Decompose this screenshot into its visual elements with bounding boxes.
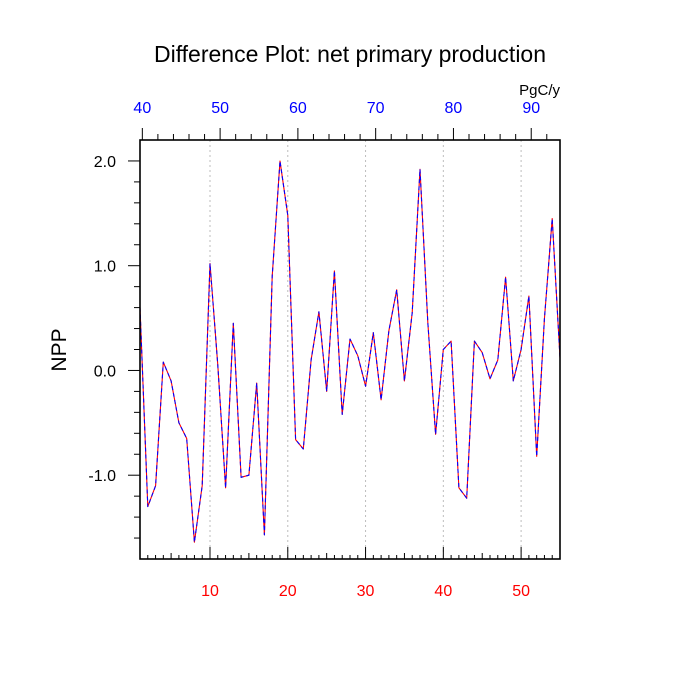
bottom-tick-label: 30	[357, 583, 375, 600]
bottom-tick-label: 50	[512, 583, 530, 600]
top-axis-units-label: PgC/y	[519, 82, 560, 99]
y-tick-label: -1.0	[88, 468, 116, 485]
top-tick-label: 50	[211, 100, 229, 117]
label-layer: 10 20 30 40 50 40 50 60 70 80 90 -1.0 0.0 1.0 2.0	[88, 100, 540, 600]
bottom-tick-label: 10	[201, 583, 219, 600]
bottom-tick-label: 20	[279, 583, 297, 600]
top-tick-label: 70	[367, 100, 385, 117]
bottom-tick-label: 40	[434, 583, 452, 600]
series-line-red	[139, 160, 561, 543]
top-tick-label: 80	[445, 100, 463, 117]
top-tick-label: 90	[522, 100, 540, 117]
top-tick-label: 40	[133, 100, 151, 117]
tick-layer	[128, 128, 561, 559]
chart-title: Difference Plot: net primary production	[154, 41, 546, 67]
y-axis-label: NPP	[48, 328, 71, 371]
y-tick-label: 2.0	[94, 154, 116, 171]
y-tick-label: 1.0	[94, 259, 116, 276]
y-tick-label: 0.0	[94, 363, 116, 380]
series-layer	[139, 160, 561, 543]
plot-frame	[139, 139, 561, 560]
top-tick-label: 60	[289, 100, 307, 117]
series-line-blue	[139, 160, 561, 543]
